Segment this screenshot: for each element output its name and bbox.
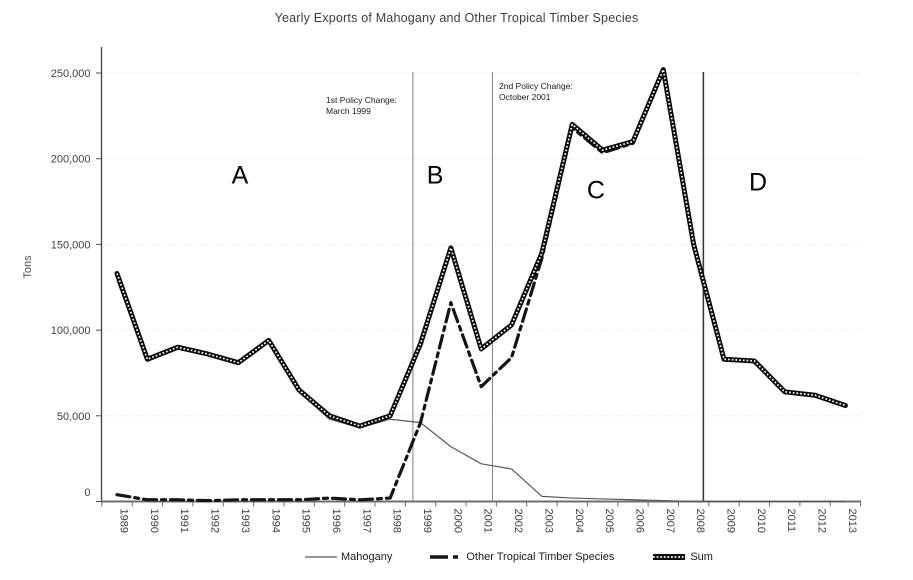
x-tick-label: 1992 [209, 509, 221, 533]
annotation-policy-change-1: 1st Policy Change: March 1999 [326, 95, 397, 117]
legend-item-sum: Sum [652, 551, 713, 563]
annotation-policy-change-2: 2nd Policy Change: October 2001 [499, 81, 573, 103]
x-tick-label: 2005 [603, 509, 615, 533]
x-tick-label: 2013 [846, 509, 858, 533]
x-tick-label: 2010 [755, 509, 767, 533]
x-tick-label: 1995 [300, 509, 312, 533]
legend-label-mahogany: Mahogany [341, 551, 393, 563]
chart-title: Yearly Exports of Mahogany and Other Tro… [274, 11, 639, 25]
region-label-a: A [231, 161, 249, 190]
series-line-other-species [115, 68, 848, 503]
x-tick-label: 1994 [269, 509, 281, 533]
x-tick-label: 1990 [148, 509, 160, 533]
y-tick-label: 50,000 [57, 411, 91, 423]
x-tick-label: 2004 [573, 509, 585, 533]
x-tick-label: 2000 [451, 509, 463, 533]
series-line-mahogany [116, 279, 847, 503]
x-tick-label: 1993 [239, 509, 251, 533]
y-tick-label: 100,000 [51, 325, 91, 337]
x-tick-label: 2009 [725, 509, 737, 533]
y-tick-label: 200,000 [51, 154, 91, 166]
x-tick-label: 2003 [542, 509, 554, 533]
textured-line-swatch [653, 554, 686, 560]
x-tick-label: 2002 [512, 509, 524, 533]
x-tick-label: 2006 [633, 509, 645, 533]
y-tick-label: 250,000 [51, 68, 91, 80]
region-label-c: C [586, 176, 605, 205]
annotation-policy-change-2-line2: October 2001 [499, 92, 551, 103]
legend: Mahogany Other Tropical Timber Species S… [305, 551, 713, 563]
y-tick-label: 0 [84, 487, 90, 499]
x-tick-label: 2008 [694, 509, 706, 533]
legend-label-sum: Sum [690, 551, 713, 563]
dashed-line-swatch [430, 555, 463, 559]
x-tick-label: 2007 [664, 509, 676, 533]
x-tick-label: 1999 [421, 509, 433, 533]
x-tick-label: 1989 [118, 509, 130, 533]
annotation-policy-change-1-line1: 1st Policy Change: [326, 95, 397, 105]
y-tick-label: 150,000 [51, 239, 91, 251]
legend-item-mahogany: Mahogany [305, 551, 392, 563]
x-tick-label: 2011 [785, 509, 797, 533]
annotation-policy-change-2-line1: 2nd Policy Change: [499, 81, 573, 91]
legend-label-other-species: Other Tropical Timber Species [466, 551, 615, 563]
region-label-b: B [426, 161, 444, 190]
x-tick-label: 2012 [816, 509, 828, 533]
region-label-d: D [748, 168, 768, 197]
x-tick-label: 1997 [360, 509, 372, 533]
annotation-policy-change-1-line2: March 1999 [326, 106, 371, 117]
mahogany-line-swatch [305, 556, 337, 558]
series-line-sum [114, 67, 848, 429]
legend-item-other-species: Other Tropical Timber Species [430, 551, 614, 563]
x-tick-label: 1996 [330, 509, 342, 533]
x-tick-label: 1998 [391, 509, 403, 533]
x-tick-label: 1991 [178, 509, 190, 533]
series-line-sum-texture [116, 68, 846, 427]
x-tick-label: 2001 [482, 509, 494, 533]
